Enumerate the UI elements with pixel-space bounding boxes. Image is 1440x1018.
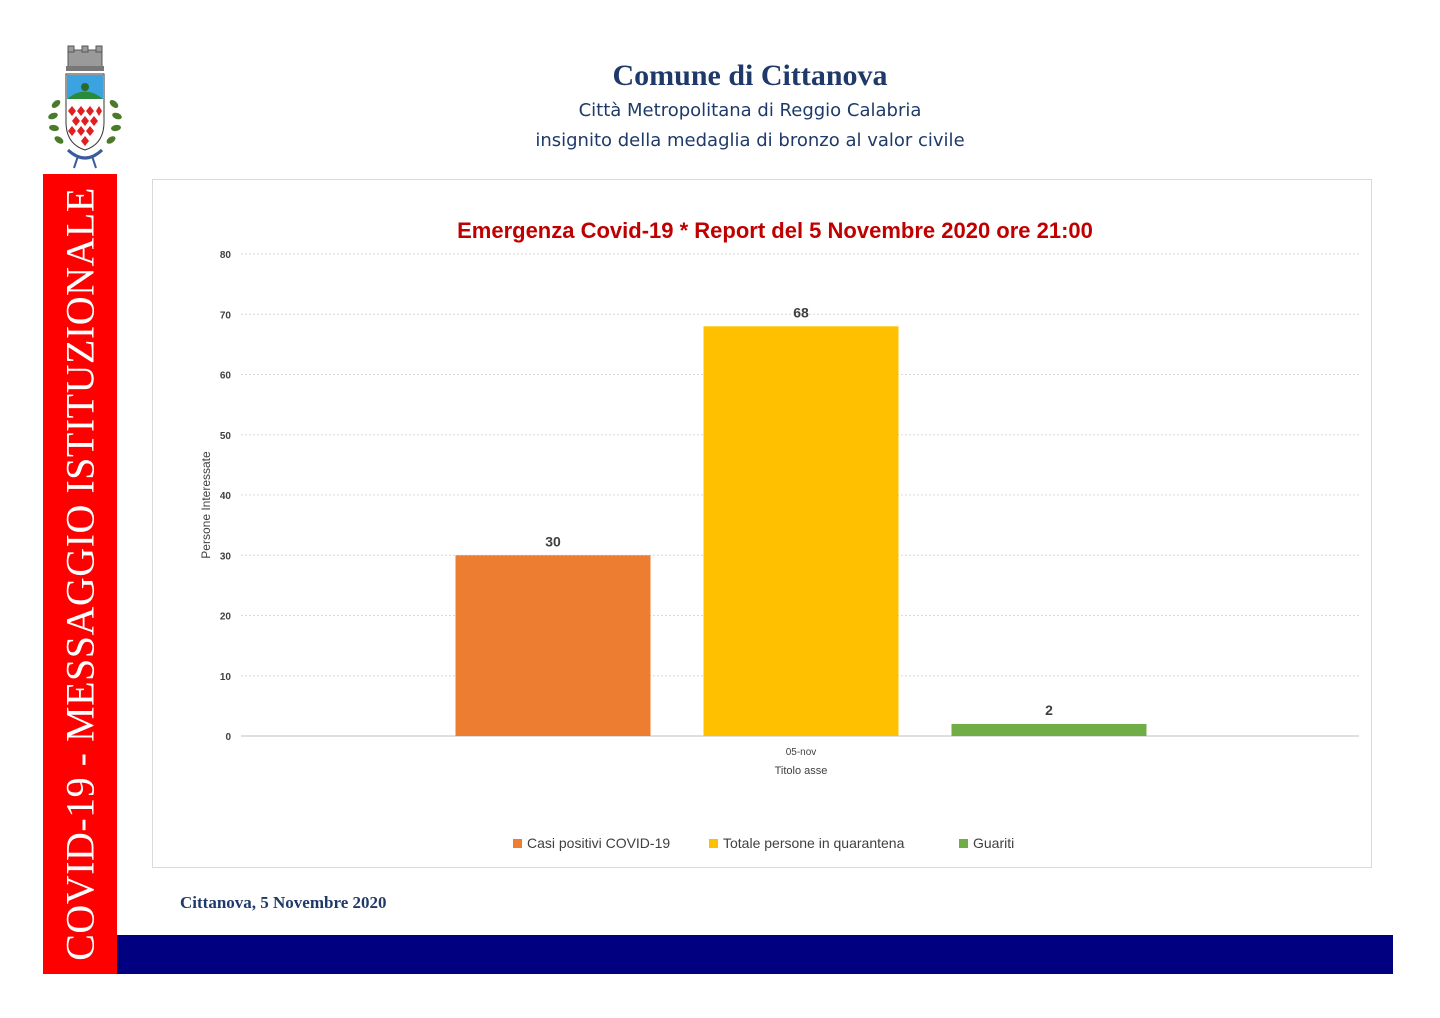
legend-swatch — [959, 839, 968, 848]
data-label: 2 — [1045, 702, 1053, 718]
legend-swatch — [709, 839, 718, 848]
x-axis-label: Titolo asse — [775, 765, 828, 777]
y-tick-label: 0 — [225, 732, 231, 743]
side-banner-text: COVID-19 - MESSAGGIO ISTITUZIONALE — [57, 187, 103, 961]
x-tick-label: 05-nov — [786, 747, 817, 758]
data-label: 30 — [545, 533, 561, 549]
bottom-band — [117, 935, 1393, 974]
header-subtitle-2: insignito della medaglia di bronzo al va… — [535, 130, 965, 151]
y-tick-label: 10 — [220, 672, 232, 683]
y-axis-label: Persone Interessate — [199, 451, 213, 559]
y-tick-label: 30 — [220, 551, 232, 562]
chart-frame: Emergenza Covid-19 * Report del 5 Novemb… — [152, 179, 1372, 868]
footer-date: Cittanova, 5 Novembre 2020 — [180, 893, 387, 912]
y-tick-label: 20 — [220, 612, 232, 623]
legend-label: Totale persone in quarantena — [723, 835, 905, 851]
bar — [703, 326, 899, 736]
bar — [951, 723, 1147, 736]
chart-title: Emergenza Covid-19 * Report del 5 Novemb… — [457, 218, 1093, 243]
legend-swatch — [513, 839, 522, 848]
coat-of-arms-logo — [48, 45, 122, 169]
data-label: 68 — [793, 304, 809, 320]
legend-label: Casi positivi COVID-19 — [527, 835, 670, 851]
municipality-title: Comune di Cittanova — [612, 59, 888, 92]
header-subtitle-1: Città Metropolitana di Reggio Calabria — [578, 100, 922, 121]
y-tick-label: 50 — [220, 431, 232, 442]
y-tick-label: 60 — [220, 371, 232, 382]
legend-label: Guariti — [973, 835, 1014, 851]
y-tick-label: 80 — [220, 250, 232, 261]
side-banner — [43, 174, 117, 974]
page-header: Comune di Cittanova Città Metropolitana … — [400, 56, 1100, 156]
y-tick-label: 70 — [220, 310, 232, 321]
y-tick-label: 40 — [220, 491, 232, 502]
bar-chart: Emergenza Covid-19 * Report del 5 Novemb… — [199, 218, 1359, 851]
bar — [455, 555, 651, 736]
